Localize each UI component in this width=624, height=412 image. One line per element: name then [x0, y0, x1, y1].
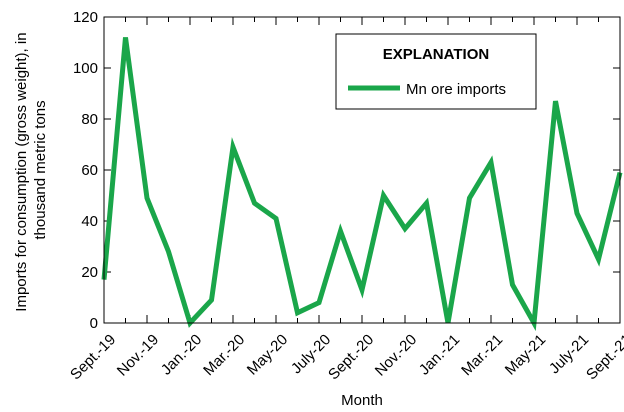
- x-tick-label: Sept.-20: [325, 331, 377, 383]
- x-axis-title: Month: [341, 392, 383, 409]
- y-axis-ticks: 0 20 40 60 80 100 120: [73, 9, 620, 332]
- x-tick-label: May-20: [244, 331, 291, 378]
- x-tick-label: Sept.-21: [583, 331, 624, 383]
- plot-frame: [103, 16, 621, 324]
- legend: EXPLANATION Mn ore imports: [335, 33, 537, 110]
- y-axis-title-line-2: thousand metric tons: [32, 100, 49, 239]
- y-tick-label: 0: [90, 315, 98, 332]
- y-tick-label: 120: [73, 9, 98, 26]
- y-axis-title-line-1: Imports for consumption (gross weight), …: [13, 32, 30, 311]
- x-tick-label: Sept.-19: [67, 331, 119, 383]
- y-axis-title: Imports for consumption (gross weight), …: [13, 28, 49, 311]
- y-tick-label: 80: [81, 111, 98, 128]
- x-tick-label: Mar.-21: [458, 331, 506, 379]
- x-tick-label: Mar.-20: [200, 331, 248, 379]
- y-tick-label: 60: [81, 162, 98, 179]
- legend-title: EXPLANATION: [383, 46, 489, 63]
- y-tick-label: 100: [73, 60, 98, 77]
- legend-label: Mn ore imports: [406, 81, 506, 98]
- y-tick-label: 20: [81, 264, 98, 281]
- x-tick-label: Nov.-20: [372, 331, 420, 379]
- y-tick-label: 40: [81, 213, 98, 230]
- x-tick-label: Nov.-19: [114, 331, 162, 379]
- x-tick-label: Jan.-21: [416, 331, 463, 378]
- x-tick-label: Jan.-20: [158, 331, 205, 378]
- x-tick-label: May-21: [502, 331, 549, 378]
- legend-box: [335, 33, 537, 110]
